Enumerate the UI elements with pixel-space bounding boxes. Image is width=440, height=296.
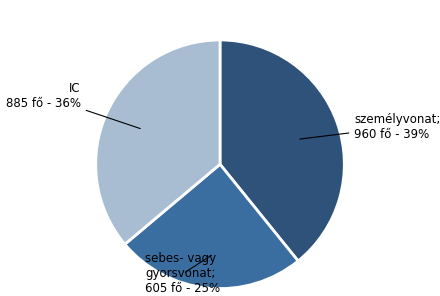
Wedge shape	[95, 40, 220, 244]
Text: IC
885 fő - 36%: IC 885 fő - 36%	[6, 82, 140, 128]
Wedge shape	[220, 40, 345, 261]
Text: sebes- vagy
gyorsvonat;
605 fő - 25%: sebes- vagy gyorsvonat; 605 fő - 25%	[145, 252, 220, 295]
Wedge shape	[125, 164, 298, 289]
Text: személyvonat;
960 fő - 39%: személyvonat; 960 fő - 39%	[300, 113, 440, 141]
